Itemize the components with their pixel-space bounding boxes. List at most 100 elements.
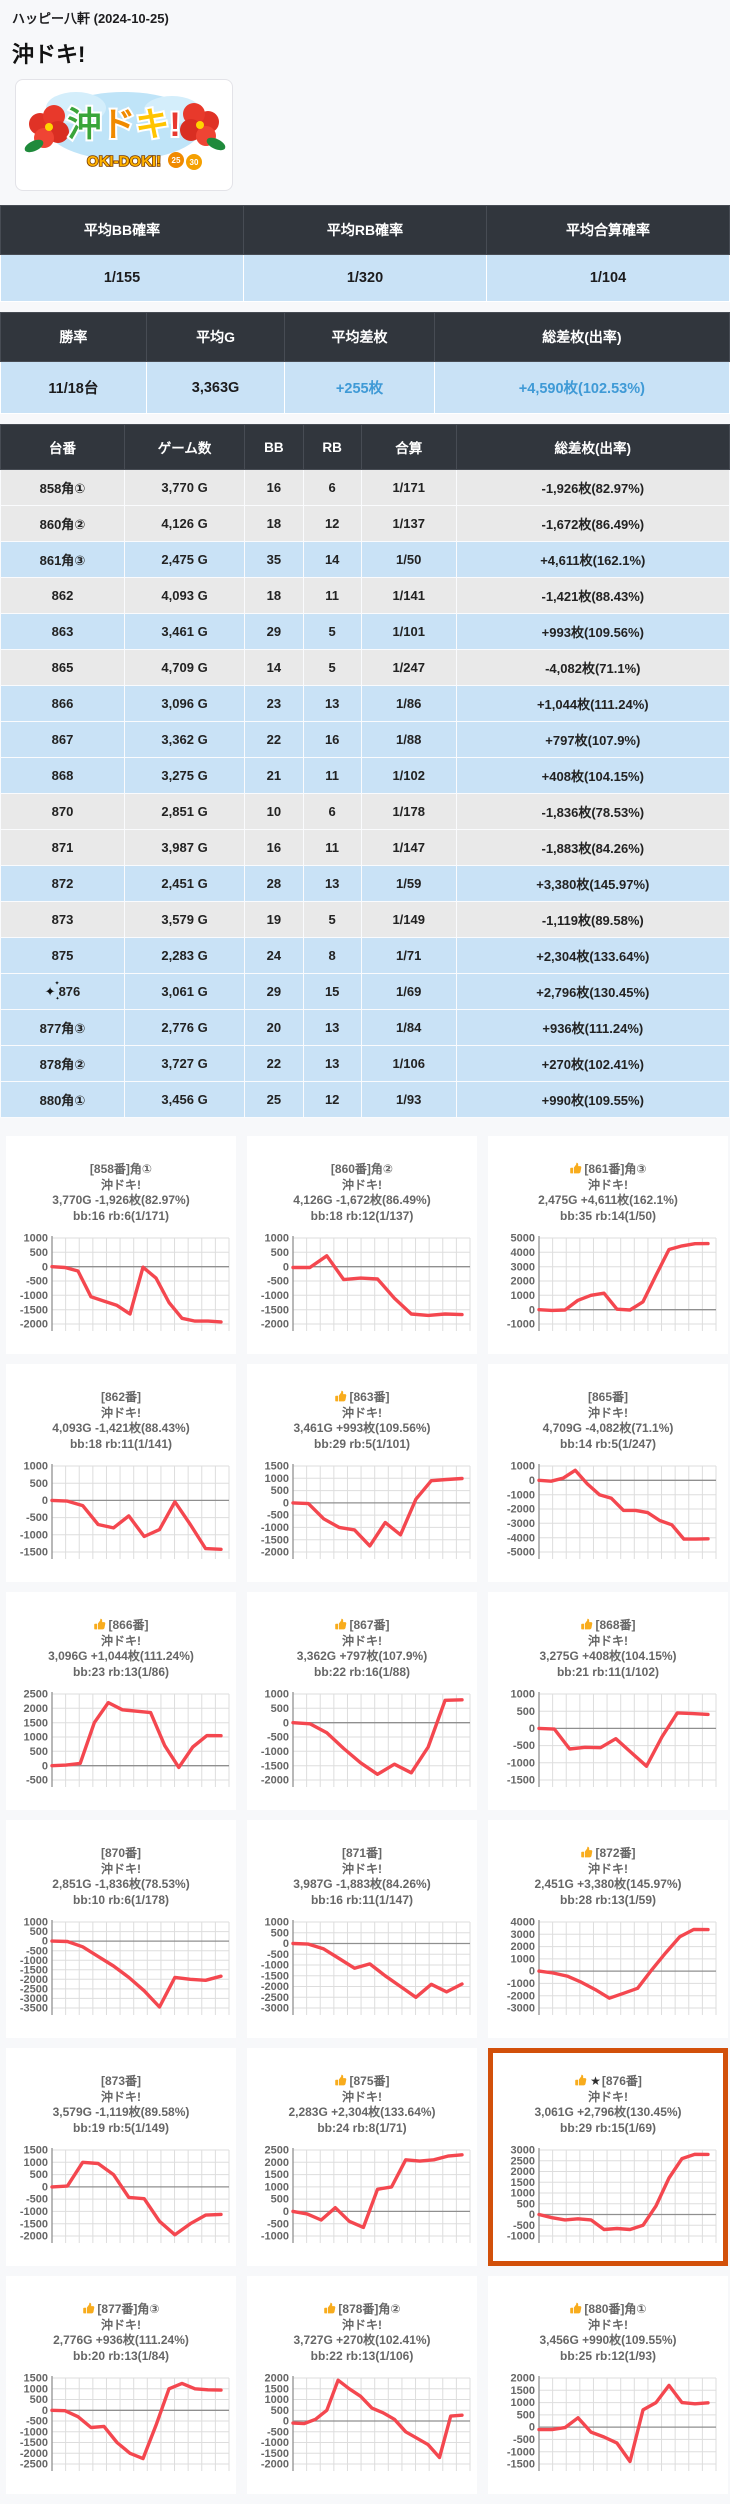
chart-title-line: [860番]角② xyxy=(249,1162,475,1178)
cell-total-diff: -1,836枚(78.53%) xyxy=(455,793,730,830)
chart-title-block: [872番] 沖ドキ! 2,451G +3,380枚(145.97%) bb:28 r… xyxy=(490,1846,726,1908)
chart-model-name: 沖ドキ! xyxy=(342,2317,382,2332)
thumbs-up-icon xyxy=(570,1162,582,1174)
chart-cell[interactable]: [878番]角② 沖ドキ! 3,727G +270枚(102.41%) bb:22 r… xyxy=(247,2276,477,2494)
svg-text:0: 0 xyxy=(529,1304,535,1316)
chart-bbrb-line: bb:16 rb:6(1/171) xyxy=(72,1208,170,1223)
cell-total-diff: +4,611枚(162.1%) xyxy=(455,541,730,578)
svg-text:1000: 1000 xyxy=(265,1917,289,1929)
svg-text:1500: 1500 xyxy=(511,2177,535,2189)
svg-text:-2000: -2000 xyxy=(507,1990,535,2002)
chart-cell[interactable]: [875番] 沖ドキ! 2,283G +2,304枚(133.64%) bb:24 r… xyxy=(247,2048,477,2266)
chart-cell[interactable]: [871番] 沖ドキ! 3,987G -1,883枚(84.26%) bb:16 rb… xyxy=(247,1820,477,2038)
cell-game-count: 3,579 G xyxy=(123,901,246,938)
table-row[interactable]: 865 4,709 G 14 5 1/247 -4,082枚(71.1%) xyxy=(0,649,730,686)
chart-title-line: [877番]角③ xyxy=(8,2302,234,2318)
table-row[interactable]: ✦ ✦ ✦ 876 3,061 G 29 15 1/69 +2,796枚(130.45%) xyxy=(0,973,730,1010)
cell-game-count: 2,851 G xyxy=(123,793,246,830)
table-row[interactable]: 873 3,579 G 19 5 1/149 -1,119枚(89.58%) xyxy=(0,901,730,938)
chart-title-line: [862番] xyxy=(8,1390,234,1406)
chart-title-line: [880番]角① xyxy=(490,2302,726,2318)
machine-logo[interactable]: 沖ドキ! OKI-DOKI! 25 30 xyxy=(15,79,233,191)
table-row[interactable]: 860角② 4,126 G 18 12 1/137 -1,672枚(86.49%) xyxy=(0,505,730,542)
svg-text:-1500: -1500 xyxy=(261,1970,289,1982)
table-row[interactable]: 866 3,096 G 23 13 1/86 +1,044枚(111.24%) xyxy=(0,685,730,722)
chart-title-line: [858番]角① xyxy=(8,1162,234,1178)
chart-title-block: [868番] 沖ドキ! 3,275G +408枚(104.15%) bb:21 rb:… xyxy=(490,1618,726,1680)
chart-machine-label: [878番]角② xyxy=(338,2302,401,2316)
chart-title-block: [860番]角② 沖ドキ! 4,126G -1,672枚(86.49%) bb:18 … xyxy=(249,1162,475,1224)
chart-cell[interactable]: [877番]角③ 沖ドキ! 2,776G +936枚(111.24%) bb:20 r… xyxy=(6,2276,236,2494)
cell-rb-count: 6 xyxy=(302,793,362,830)
chart-cell[interactable]: [860番]角② 沖ドキ! 4,126G -1,672枚(86.49%) bb:18 … xyxy=(247,1136,477,1354)
cell-bb-count: 29 xyxy=(244,973,304,1010)
cell-bb-count: 16 xyxy=(244,469,304,506)
cell-dai-number: 870 xyxy=(0,793,125,830)
summary-prob-header: 平均RB確率 xyxy=(243,205,487,255)
chart-cell[interactable]: [865番] 沖ドキ! 4,709G -4,082枚(71.1%) bb:14 rb:… xyxy=(488,1364,728,1582)
table-row[interactable]: 875 2,283 G 24 8 1/71 +2,304枚(133.64%) xyxy=(0,937,730,974)
chart-cell[interactable]: [867番] 沖ドキ! 3,362G +797枚(107.9%) bb:22 rb:1… xyxy=(247,1592,477,1810)
chart-title-block: [858番]角① 沖ドキ! 3,770G -1,926枚(82.97%) bb:16 … xyxy=(8,1162,234,1224)
table-row[interactable]: 867 3,362 G 22 16 1/88 +797枚(107.9%) xyxy=(0,721,730,758)
chart-cell[interactable]: [870番] 沖ドキ! 2,851G -1,836枚(78.53%) bb:10 rb… xyxy=(6,1820,236,2038)
chart-model-name: 沖ドキ! xyxy=(588,2317,628,2332)
svg-text:2000: 2000 xyxy=(511,1941,535,1953)
table-row[interactable]: 872 2,451 G 28 13 1/59 +3,380枚(145.97%) xyxy=(0,865,730,902)
chart-cell[interactable]: [868番] 沖ドキ! 3,275G +408枚(104.15%) bb:21 rb:… xyxy=(488,1592,728,1810)
svg-text:-500: -500 xyxy=(267,2218,289,2230)
cell-dai-number: 875 xyxy=(0,937,125,974)
svg-text:-2000: -2000 xyxy=(261,1775,289,1787)
table-row[interactable]: 861角③ 2,475 G 35 14 1/50 +4,611枚(162.1%) xyxy=(0,541,730,578)
table-row[interactable]: 862 4,093 G 18 11 1/141 -1,421枚(88.43%) xyxy=(0,577,730,614)
chart-model-name: 沖ドキ! xyxy=(588,1405,628,1420)
hibiscus-left xyxy=(24,105,69,153)
table-row[interactable]: 870 2,851 G 10 6 1/178 -1,836枚(78.53%) xyxy=(0,793,730,830)
svg-text:-1000: -1000 xyxy=(261,1522,289,1534)
chart-cell[interactable]: [862番] 沖ドキ! 4,093G -1,421枚(88.43%) bb:18 rb… xyxy=(6,1364,236,1582)
svg-text:1000: 1000 xyxy=(511,2188,535,2200)
table-row[interactable]: 858角① 3,770 G 16 6 1/171 -1,926枚(82.97%) xyxy=(0,469,730,506)
cell-total-diff: +2,796枚(130.45%) xyxy=(455,973,730,1010)
chart-cell[interactable]: [861番]角③ 沖ドキ! 2,475G +4,611枚(162.1%) bb:35 … xyxy=(488,1136,728,1354)
chart-cell[interactable]: [863番] 沖ドキ! 3,461G +993枚(109.56%) bb:29 rb:… xyxy=(247,1364,477,1582)
svg-text:25: 25 xyxy=(172,156,181,165)
svg-text:1500: 1500 xyxy=(24,2145,48,2157)
chart-cell[interactable]: [873番] 沖ドキ! 3,579G -1,119枚(89.58%) bb:19 rb… xyxy=(6,2048,236,2266)
cell-game-count: 3,362 G xyxy=(123,721,246,758)
summary-result-header: 勝率 xyxy=(0,312,147,362)
svg-text:1000: 1000 xyxy=(265,2182,289,2194)
table-row[interactable]: 863 3,461 G 29 5 1/101 +993枚(109.56%) xyxy=(0,613,730,650)
svg-text:2000: 2000 xyxy=(265,2157,289,2169)
chart-stats-line: 3,275G +408枚(104.15%) xyxy=(539,1649,677,1663)
table-row[interactable]: 871 3,987 G 16 11 1/147 -1,883枚(84.26%) xyxy=(0,829,730,866)
table-row[interactable]: 877角③ 2,776 G 20 13 1/84 +936枚(111.24%) xyxy=(0,1009,730,1046)
svg-text:沖ドキ!: 沖ドキ! xyxy=(67,106,180,144)
thumbs-up-icon xyxy=(324,2302,336,2314)
chart-cell[interactable]: [880番]角① 沖ドキ! 3,456G +990枚(109.55%) bb:25 r… xyxy=(488,2276,728,2494)
chart-cell[interactable]: [872番] 沖ドキ! 2,451G +3,380枚(145.97%) bb:28 r… xyxy=(488,1820,728,2038)
svg-text:OKI-DOKI!: OKI-DOKI! xyxy=(87,153,161,170)
chart-cell[interactable]: [866番] 沖ドキ! 3,096G +1,044枚(111.24%) bb:23 r… xyxy=(6,1592,236,1810)
machine-slump-graph: 5000 4000 3000 2000 1000 0 -1000 xyxy=(507,1233,717,1331)
svg-text:0: 0 xyxy=(283,1498,289,1510)
table-row[interactable]: 880角① 3,456 G 25 12 1/93 +990枚(109.55%) xyxy=(0,1081,730,1118)
table-row[interactable]: 878角② 3,727 G 22 13 1/106 +270枚(102.41%) xyxy=(0,1045,730,1082)
chart-bbrb-line: bb:25 rb:12(1/93) xyxy=(559,2348,657,2363)
svg-text:500: 500 xyxy=(271,1703,289,1715)
table-row[interactable]: 868 3,275 G 21 11 1/102 +408枚(104.15%) xyxy=(0,757,730,794)
chart-cell[interactable]: ★[876番] 沖ドキ! 3,061G +2,796枚(130.45%) bb:29 … xyxy=(488,2048,728,2266)
svg-text:-500: -500 xyxy=(513,2434,535,2446)
summary-prob-header: 平均BB確率 xyxy=(0,205,244,255)
summary-prob-header: 平均合算確率 xyxy=(486,205,730,255)
cell-gassan-rate: 1/101 xyxy=(360,613,457,650)
svg-text:-2000: -2000 xyxy=(261,1319,289,1331)
cell-total-diff: +936枚(111.24%) xyxy=(455,1009,730,1046)
chart-cell[interactable]: [858番]角① 沖ドキ! 3,770G -1,926枚(82.97%) bb:16 … xyxy=(6,1136,236,1354)
cell-total-diff: +3,380枚(145.97%) xyxy=(455,865,730,902)
